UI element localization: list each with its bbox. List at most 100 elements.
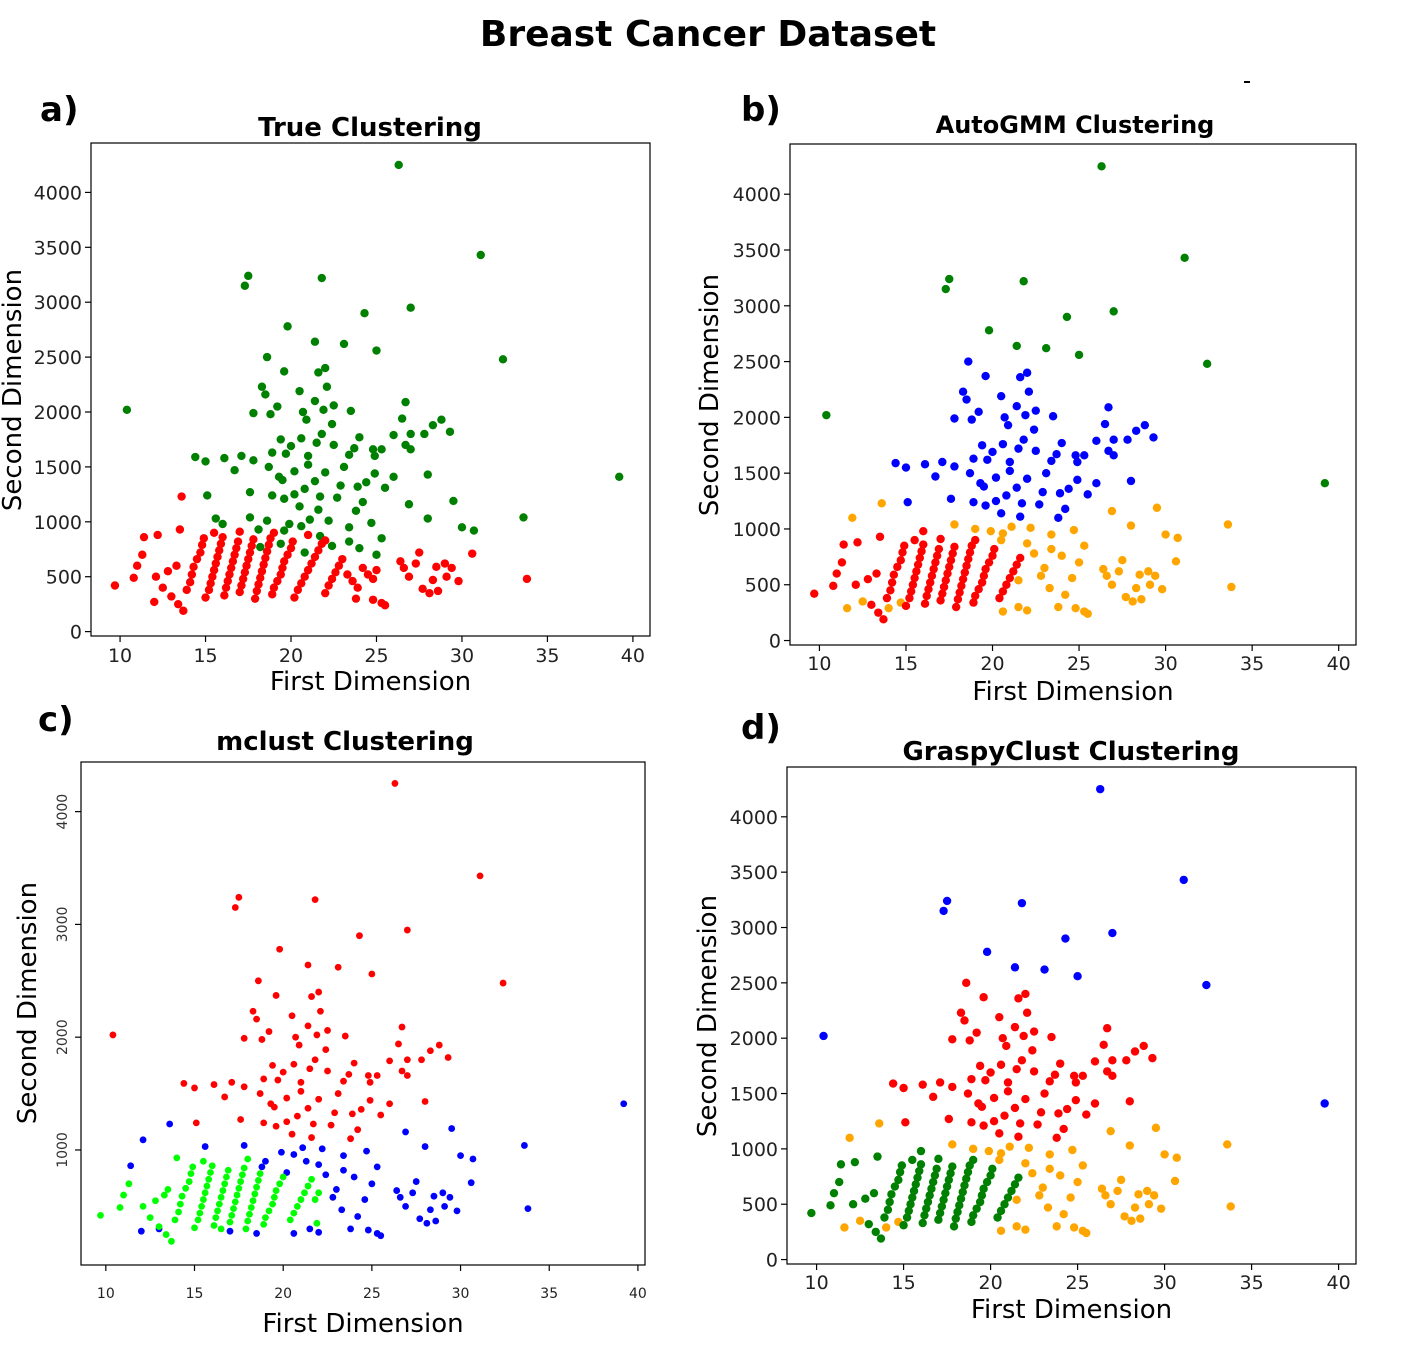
- data-point: [262, 1214, 269, 1222]
- data-point: [1090, 1057, 1100, 1066]
- data-point: [396, 557, 405, 566]
- data-point: [259, 560, 268, 569]
- data-point: [249, 1197, 257, 1205]
- data-point: [418, 1056, 425, 1064]
- data-point: [179, 606, 188, 615]
- data-point: [1064, 484, 1073, 493]
- y-tick-label: 1000: [55, 1132, 71, 1168]
- y-tick-label: 2000: [733, 407, 781, 429]
- data-point: [199, 1157, 207, 1165]
- data-point: [1080, 541, 1089, 550]
- data-point: [998, 439, 1008, 449]
- data-point: [984, 326, 994, 335]
- data-point: [1104, 403, 1113, 412]
- data-point: [910, 573, 919, 583]
- x-tick-label: 30: [452, 1286, 470, 1302]
- data-point: [177, 492, 186, 501]
- data-point: [1069, 1071, 1079, 1081]
- data-point: [1114, 567, 1124, 576]
- data-point: [935, 1078, 945, 1087]
- data-point: [402, 1128, 409, 1136]
- data-point: [1028, 1046, 1037, 1055]
- data-point: [960, 1016, 969, 1025]
- data-point: [367, 518, 376, 528]
- chart-title: AutoGMM Clustering: [936, 111, 1215, 139]
- data-point: [1003, 1087, 1013, 1096]
- data-point: [1061, 590, 1070, 599]
- data-point: [290, 490, 299, 499]
- data-point: [257, 382, 267, 391]
- data-point: [819, 1031, 828, 1041]
- data-point: [233, 1191, 241, 1199]
- data-point: [283, 1118, 291, 1126]
- data-point: [366, 1096, 374, 1104]
- plot-frame: [80, 761, 646, 1266]
- data-point: [918, 1080, 927, 1089]
- data-point: [353, 583, 362, 592]
- data-point: [875, 532, 885, 541]
- data-point: [340, 1152, 347, 1160]
- data-point: [389, 430, 398, 440]
- data-point: [1062, 312, 1072, 322]
- data-point: [276, 435, 285, 444]
- data-point: [1156, 1204, 1166, 1213]
- data-point: [386, 1100, 394, 1108]
- data-point: [958, 1187, 967, 1197]
- y-tick-label: 2000: [730, 1028, 778, 1050]
- data-point: [362, 478, 371, 487]
- data-point: [306, 1065, 314, 1073]
- data-point: [151, 572, 161, 581]
- data-point: [906, 1200, 915, 1209]
- data-point: [402, 1202, 409, 1210]
- data-point: [1045, 583, 1054, 593]
- data-point: [176, 1200, 184, 1208]
- data-point: [237, 581, 246, 590]
- data-point: [345, 1071, 353, 1078]
- data-point: [300, 548, 309, 557]
- data-point: [829, 1188, 839, 1198]
- data-point: [214, 1207, 221, 1215]
- data-point: [928, 1092, 938, 1102]
- data-point: [1040, 1089, 1049, 1098]
- data-point: [344, 450, 354, 460]
- data-point: [320, 468, 330, 477]
- data-point: [946, 555, 956, 565]
- data-point: [448, 1125, 456, 1132]
- data-point: [283, 1094, 291, 1102]
- data-point: [965, 468, 975, 478]
- data-point: [347, 1135, 354, 1143]
- data-point: [421, 1143, 429, 1150]
- x-tick-label: 40: [629, 1286, 647, 1302]
- data-point: [1102, 571, 1111, 581]
- x-tick-label: 40: [621, 645, 645, 667]
- data-point: [1080, 451, 1089, 460]
- data-point: [957, 581, 966, 591]
- data-point: [939, 1195, 948, 1204]
- data-point: [498, 355, 508, 364]
- data-point: [1055, 1059, 1065, 1068]
- data-point: [930, 1171, 940, 1180]
- data-point: [615, 472, 624, 481]
- data-point: [244, 1217, 252, 1225]
- data-point: [1068, 1145, 1077, 1155]
- data-point: [941, 576, 950, 585]
- data-point: [252, 586, 262, 596]
- data-point: [1062, 1104, 1072, 1114]
- data-point: [432, 562, 441, 572]
- data-point: [1101, 1191, 1110, 1200]
- data-point: [934, 1215, 943, 1224]
- y-tick-label: 1000: [733, 519, 781, 541]
- y-tick-label: 1500: [34, 457, 82, 479]
- data-point: [1149, 433, 1158, 442]
- data-point: [237, 1116, 245, 1123]
- data-point: [435, 1041, 443, 1049]
- data-point: [979, 1121, 988, 1130]
- data-point: [233, 537, 243, 546]
- data-point: [1024, 1143, 1034, 1152]
- data-point: [1074, 350, 1084, 360]
- data-point: [138, 550, 147, 559]
- data-point: [166, 1120, 174, 1128]
- data-point: [993, 1213, 1002, 1222]
- data-point: [421, 1098, 429, 1105]
- y-tick-label: 2500: [34, 347, 82, 369]
